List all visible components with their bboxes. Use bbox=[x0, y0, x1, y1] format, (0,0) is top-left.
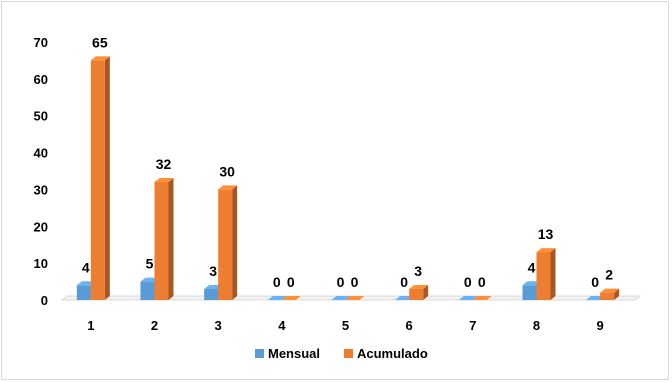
bar-top bbox=[281, 296, 301, 300]
legend-label: Acumulado bbox=[357, 346, 428, 361]
legend-label: Mensual bbox=[268, 346, 320, 361]
bar-top bbox=[458, 296, 478, 300]
y-tick-label: 20 bbox=[34, 219, 48, 234]
bar-top bbox=[331, 296, 351, 300]
y-tick-label: 0 bbox=[41, 293, 48, 308]
data-label: 4 bbox=[528, 259, 536, 275]
x-tick-label: 5 bbox=[342, 318, 349, 333]
bar-top bbox=[267, 296, 287, 300]
data-label: 3 bbox=[209, 263, 217, 279]
y-tick-label: 10 bbox=[34, 256, 48, 271]
data-label: 0 bbox=[273, 274, 281, 290]
data-label: 3 bbox=[414, 263, 422, 279]
legend-swatch bbox=[344, 349, 353, 358]
data-label: 4 bbox=[82, 259, 90, 275]
bar-top bbox=[345, 296, 365, 300]
x-tick-label: 9 bbox=[597, 318, 604, 333]
bar-acumulado bbox=[600, 292, 615, 300]
bar-side bbox=[104, 56, 110, 300]
bar-top bbox=[409, 284, 429, 289]
y-tick-label: 40 bbox=[34, 146, 48, 161]
bar-acumulado bbox=[409, 288, 424, 300]
bar-top bbox=[218, 185, 238, 190]
data-label: 2 bbox=[605, 267, 613, 283]
bar-side bbox=[232, 185, 238, 300]
legend-swatch bbox=[255, 349, 264, 358]
bar-acumulado bbox=[218, 189, 233, 300]
x-tick-label: 4 bbox=[278, 318, 286, 333]
bar-acumulado bbox=[154, 182, 169, 300]
x-tick-label: 2 bbox=[151, 318, 158, 333]
bar-side bbox=[168, 178, 174, 300]
bar-top bbox=[90, 56, 110, 61]
bar-mensual bbox=[76, 285, 91, 300]
data-label: 32 bbox=[156, 156, 172, 172]
data-label: 0 bbox=[464, 274, 472, 290]
data-label: 0 bbox=[591, 274, 599, 290]
bar-mensual bbox=[140, 281, 155, 300]
bar-top bbox=[536, 248, 556, 253]
bar-acumulado bbox=[536, 252, 551, 300]
bar-side bbox=[423, 284, 429, 300]
data-label: 65 bbox=[92, 34, 108, 50]
bar-acumulado bbox=[90, 60, 105, 300]
bar-mensual bbox=[522, 285, 537, 300]
data-label: 0 bbox=[400, 274, 408, 290]
bar-top bbox=[600, 288, 620, 293]
bar-top bbox=[472, 296, 492, 300]
y-tick-label: 60 bbox=[34, 72, 48, 87]
data-label: 0 bbox=[478, 274, 486, 290]
x-tick-label: 7 bbox=[469, 318, 476, 333]
data-label: 30 bbox=[219, 163, 235, 179]
data-label: 0 bbox=[337, 274, 345, 290]
y-tick-label: 70 bbox=[34, 35, 48, 50]
x-tick-label: 3 bbox=[215, 318, 222, 333]
y-tick-label: 50 bbox=[34, 109, 48, 124]
bar-side bbox=[550, 248, 556, 300]
x-tick-label: 8 bbox=[533, 318, 540, 333]
bar-mensual bbox=[204, 288, 219, 300]
data-label: 5 bbox=[146, 256, 154, 272]
x-tick-label: 1 bbox=[87, 318, 94, 333]
data-label: 13 bbox=[538, 226, 554, 242]
bar-top bbox=[154, 178, 174, 183]
data-label: 0 bbox=[287, 274, 295, 290]
y-tick-label: 30 bbox=[34, 182, 48, 197]
bar-side bbox=[614, 288, 620, 300]
data-label: 0 bbox=[351, 274, 359, 290]
x-tick-label: 6 bbox=[406, 318, 413, 333]
